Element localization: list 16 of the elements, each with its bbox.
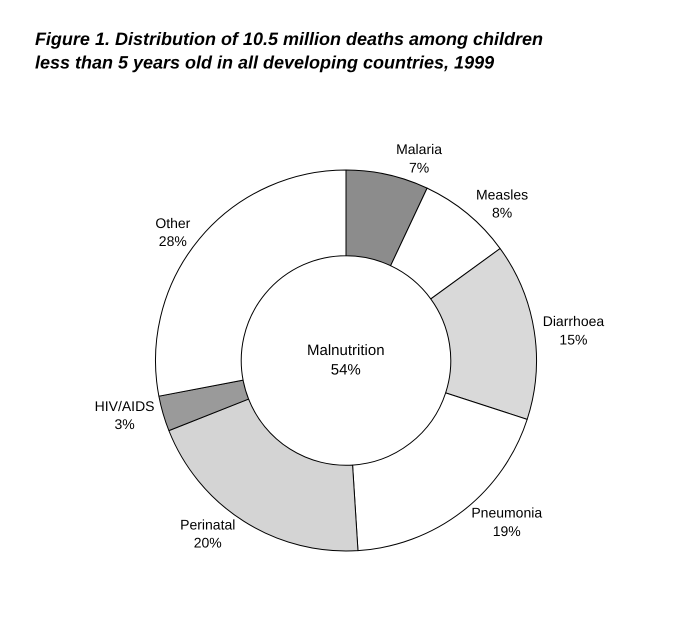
slice-label: Other bbox=[155, 215, 191, 232]
data-label: 8% bbox=[492, 204, 512, 221]
data-label: 7% bbox=[408, 159, 430, 176]
slice-label: Malaria bbox=[396, 141, 442, 158]
data-label: 20% bbox=[194, 534, 222, 551]
slice-label: Diarrhoea bbox=[542, 313, 604, 330]
chart-title: Figure 1. Distribution of 10.5 million deaths among children less than 5 years old in all developing countries, 1999 bbox=[34, 28, 544, 72]
text: Malnutrition 54% bbox=[307, 342, 385, 378]
data-label: 15% bbox=[559, 331, 588, 348]
slice-label: Perinatal bbox=[180, 516, 236, 532]
data-label: 3% bbox=[114, 416, 135, 432]
slice-label: Pneumonia bbox=[471, 504, 542, 521]
data-label: 28% bbox=[158, 233, 187, 250]
data-label: 19% bbox=[492, 522, 521, 539]
slice-label: HIV/AIDS bbox=[94, 398, 155, 414]
slice-label: Measles bbox=[476, 186, 528, 202]
